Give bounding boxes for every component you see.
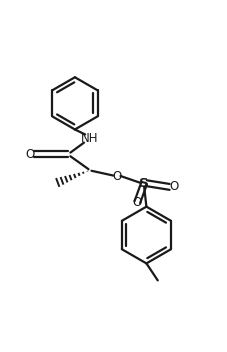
Text: S: S [139, 177, 149, 190]
Text: O: O [133, 196, 142, 209]
Text: O: O [25, 148, 34, 161]
Text: NH: NH [81, 132, 99, 145]
Text: O: O [169, 180, 178, 193]
Text: O: O [112, 170, 121, 182]
